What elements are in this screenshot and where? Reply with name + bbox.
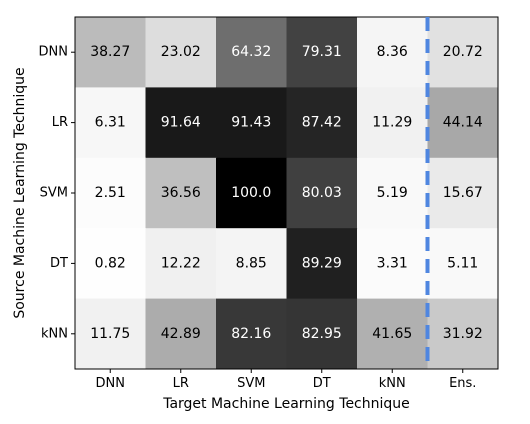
heatmap-cell-r0-c2: [216, 17, 287, 88]
heatmap-cell-r0-c5: [427, 17, 499, 88]
x-tick-label-5: Ens.: [449, 376, 476, 391]
heatmap-cell-r2-c1: [145, 157, 217, 229]
heatmap-cell-r3-c1: [145, 228, 217, 300]
cell-value-label-r4-c2: 82.16: [231, 326, 271, 342]
heatmap-cell-r3-c5: [427, 228, 499, 300]
labels-layer: 38.27 23.02 64.32 79.31 8.36 20.72 6.31 91.64 91…: [90, 44, 483, 342]
y-tick-label-4: kNN: [41, 326, 68, 341]
x-axis-title: Target Machine Learning Technique: [162, 396, 410, 412]
cell-value-label-r2-c4: 5.19: [377, 185, 408, 201]
y-tick-label-3: DT: [50, 256, 68, 271]
cells-layer: [75, 17, 499, 370]
heatmap-cell-r0-c4: [357, 17, 428, 88]
heatmap-cell-r4-c0: [75, 298, 146, 370]
y-tick-label-0: DNN: [39, 45, 68, 60]
heatmap-cell-r0-c0: [75, 17, 146, 88]
cell-value-label-r1-c4: 11.29: [372, 115, 412, 131]
cell-value-label-r2-c1: 36.56: [161, 185, 201, 201]
cell-value-label-r0-c0: 38.27: [90, 44, 130, 60]
cell-value-label-r4-c4: 41.65: [372, 326, 412, 342]
cell-value-label-r0-c2: 64.32: [231, 44, 271, 60]
cell-value-label-r4-c5: 31.92: [443, 326, 483, 342]
cell-value-label-r3-c1: 12.22: [161, 255, 201, 271]
heatmap-cell-r4-c4: [357, 298, 428, 370]
cell-value-label-r3-c3: 89.29: [302, 255, 342, 271]
cell-value-label-r3-c0: 0.82: [95, 255, 126, 271]
x-tick-label-1: LR: [173, 376, 189, 391]
cell-value-label-r0-c1: 23.02: [161, 44, 201, 60]
cell-value-label-r1-c3: 87.42: [302, 115, 342, 131]
cell-value-label-r1-c0: 6.31: [95, 115, 126, 131]
cell-value-label-r3-c5: 5.11: [447, 255, 478, 271]
cell-value-label-r2-c2: 100.0: [231, 185, 271, 201]
heatmap-cell-r1-c1: [145, 87, 217, 159]
cell-value-label-r1-c1: 91.64: [161, 115, 201, 131]
cell-value-label-r0-c3: 79.31: [302, 44, 342, 60]
cell-value-label-r1-c2: 91.43: [231, 115, 271, 131]
cell-value-label-r0-c4: 8.36: [377, 44, 408, 60]
heatmap-cell-r0-c3: [286, 17, 358, 88]
cell-value-label-r2-c0: 2.51: [95, 185, 126, 201]
cell-value-label-r4-c3: 82.95: [302, 326, 342, 342]
heatmap-cell-r1-c0: [75, 87, 146, 159]
heatmap-cell-r2-c4: [357, 157, 428, 229]
x-tick-label-0: DNN: [96, 376, 125, 391]
heatmap-cell-r3-c3: [286, 228, 358, 300]
x-tick-label-3: DT: [313, 376, 331, 391]
heatmap-cell-r4-c5: [427, 298, 499, 370]
cell-value-label-r0-c5: 20.72: [443, 44, 483, 60]
heatmap-cell-r2-c3: [286, 157, 358, 229]
y-tick-label-2: SVM: [40, 186, 68, 201]
heatmap-cell-r3-c0: [75, 228, 146, 300]
axes-layer: DNN LR SVM DT kNN DNN LR SVM DT kNN Ens. Target Mac…: [12, 16, 499, 412]
heatmap-cell-r4-c3: [286, 298, 358, 370]
x-tick-label-4: kNN: [379, 376, 406, 391]
cell-value-label-r3-c4: 3.31: [377, 255, 408, 271]
heatmap-cell-r0-c1: [145, 17, 217, 88]
cell-value-label-r4-c0: 11.75: [90, 326, 130, 342]
heatmap-cell-r2-c5: [427, 157, 499, 229]
heatmap-cell-r1-c3: [286, 87, 358, 159]
heatmap-cell-r1-c2: [216, 87, 287, 159]
heatmap-cell-r2-c2: [216, 157, 287, 229]
y-axis-title: Source Machine Learning Technique: [12, 67, 28, 318]
heatmap-cell-r4-c2: [216, 298, 287, 370]
x-tick-label-2: SVM: [237, 376, 265, 391]
heatmap-cell-r1-c5: [427, 87, 499, 159]
heatmap-cell-r4-c1: [145, 298, 217, 370]
cell-value-label-r2-c5: 15.67: [443, 185, 483, 201]
cell-value-label-r4-c1: 42.89: [161, 326, 201, 342]
heatmap-cell-r3-c4: [357, 228, 428, 300]
heatmap-cell-r2-c0: [75, 157, 146, 229]
cell-value-label-r2-c3: 80.03: [302, 185, 342, 201]
heatmap-cell-r3-c2: [216, 228, 287, 300]
y-tick-label-1: LR: [52, 115, 68, 130]
cell-value-label-r1-c5: 44.14: [443, 115, 483, 131]
cell-value-label-r3-c2: 8.85: [236, 255, 267, 271]
heatmap-cell-r1-c4: [357, 87, 428, 159]
